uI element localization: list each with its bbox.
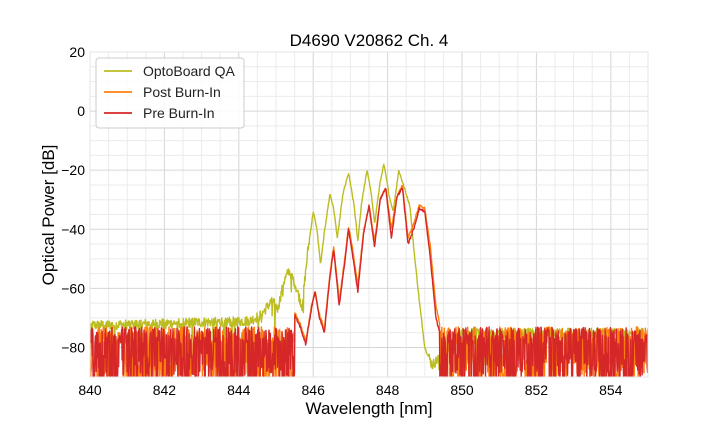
x-tick-label: 844 bbox=[227, 382, 251, 398]
x-axis-label: Wavelength [nm] bbox=[306, 399, 433, 418]
x-tick-label: 854 bbox=[599, 382, 623, 398]
plot-area bbox=[90, 163, 648, 377]
legend-label-optoboard-qa: OptoBoard QA bbox=[143, 63, 235, 79]
legend-box bbox=[95, 57, 245, 129]
x-tick-label: 850 bbox=[450, 382, 474, 398]
y-tick-label: 0 bbox=[77, 103, 85, 119]
series-line-pre-burn-in bbox=[90, 187, 648, 377]
y-tick-label: −20 bbox=[61, 162, 85, 178]
y-tick-label: −60 bbox=[61, 280, 85, 296]
y-tick-label: 20 bbox=[69, 44, 85, 60]
x-tick-label: 842 bbox=[153, 382, 177, 398]
x-tick-label: 852 bbox=[525, 382, 549, 398]
tick-labels: 840 842 844 846 848 850 852 854 20 0 −20 −40 −60 −80 bbox=[61, 44, 622, 398]
y-axis-label: Optical Power [dB] bbox=[39, 145, 58, 286]
chart-title: D4690 V20862 Ch. 4 bbox=[290, 31, 449, 50]
legend: OptoBoard QA Post Burn-In Pre Burn-In bbox=[95, 57, 245, 129]
plot-frame bbox=[89, 51, 649, 378]
y-tick-label: −40 bbox=[61, 221, 85, 237]
x-tick-label: 848 bbox=[376, 382, 400, 398]
series-line-optoboard-qa bbox=[90, 163, 648, 375]
x-tick-label: 840 bbox=[78, 382, 102, 398]
legend-label-post-burn-in: Post Burn-In bbox=[143, 84, 221, 100]
y-tick-label: −80 bbox=[61, 339, 85, 355]
legend-label-pre-burn-in: Pre Burn-In bbox=[143, 105, 215, 121]
x-tick-label: 846 bbox=[302, 382, 326, 398]
